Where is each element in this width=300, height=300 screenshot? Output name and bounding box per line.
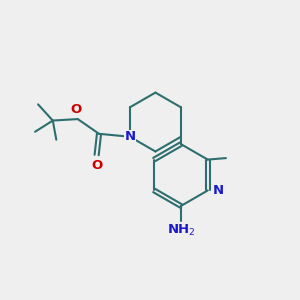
Text: O: O [71, 103, 82, 116]
Text: NH$_2$: NH$_2$ [167, 223, 195, 238]
Text: N: N [124, 130, 136, 143]
Text: O: O [91, 159, 102, 172]
Text: N: N [213, 184, 224, 197]
